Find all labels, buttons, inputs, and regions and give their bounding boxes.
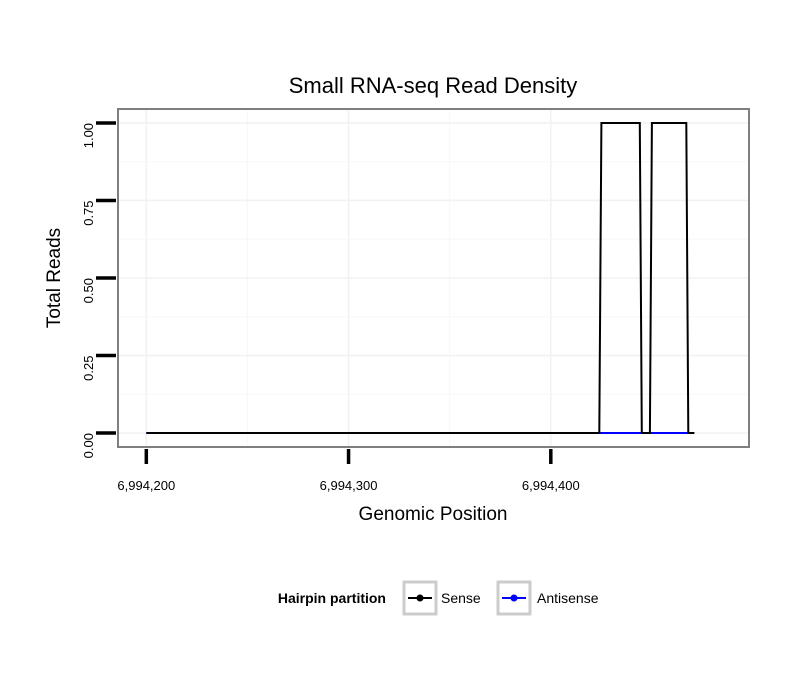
- x-axis-title: Genomic Position: [359, 504, 508, 525]
- legend-label-sense: Sense: [441, 590, 481, 606]
- series-line-sense: [146, 122, 695, 434]
- legend-title: Hairpin partition: [278, 590, 386, 606]
- y-tick-label: 1.00: [81, 123, 96, 148]
- x-tick-label: 6,994,400: [522, 478, 580, 493]
- y-axis-title: Total Reads: [44, 228, 65, 328]
- y-tick-label: 0.00: [81, 433, 96, 458]
- y-tick-label: 0.50: [81, 278, 96, 303]
- x-tick-label: 6,994,300: [320, 478, 378, 493]
- legend-key-point-antisense: [510, 594, 518, 602]
- plot-area: 6,994,200 6,994,300 6,994,400 0.00 0.25 0.50 0…: [81, 108, 750, 493]
- y-tick-label: 0.25: [81, 356, 96, 381]
- x-tick-label: 6,994,200: [117, 478, 175, 493]
- chart-title: Small RNA-seq Read Density: [289, 73, 578, 98]
- plot-border: [117, 108, 750, 448]
- y-tick-label: 0.75: [81, 200, 96, 225]
- legend: Hairpin partition Sense Antisense: [278, 580, 599, 616]
- legend-key-point-sense: [416, 594, 424, 602]
- legend-label-antisense: Antisense: [537, 590, 599, 606]
